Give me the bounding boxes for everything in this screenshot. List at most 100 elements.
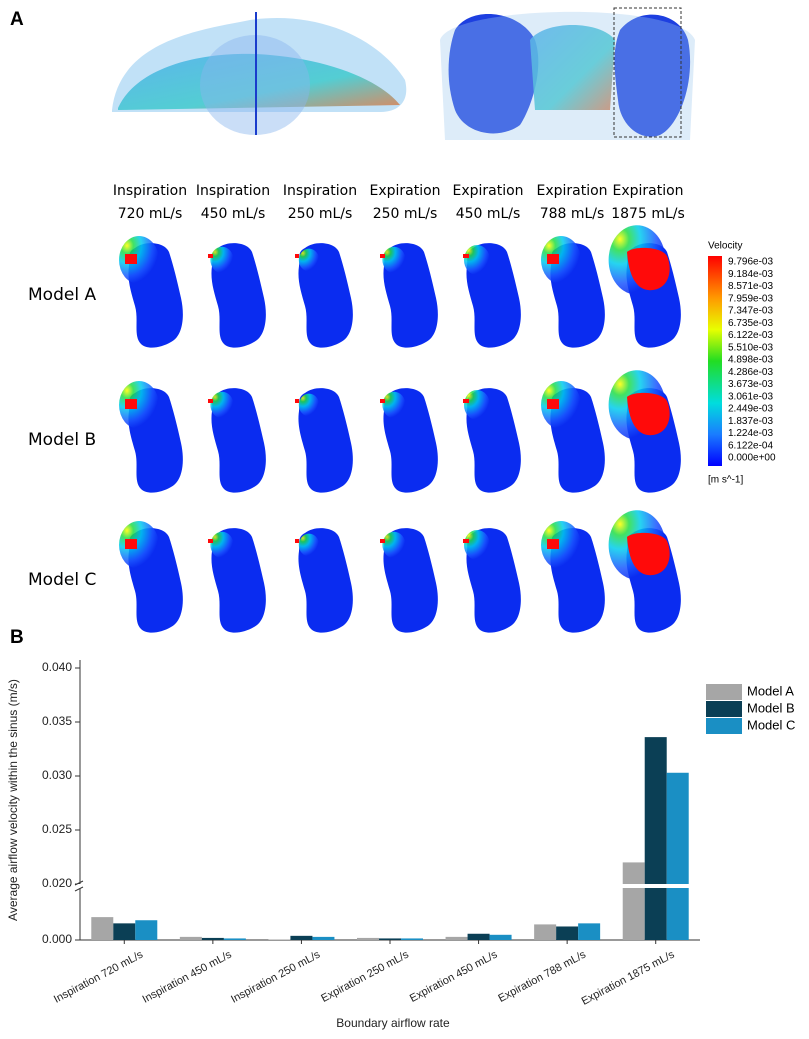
velocity-glow xyxy=(382,246,406,274)
colorbar-label: 0.000e+00 xyxy=(728,453,776,464)
velocity-glow xyxy=(210,531,234,559)
x-tick-label: Expiration 250 mL/s xyxy=(319,948,411,1004)
column-header: 450 mL/s xyxy=(456,206,521,222)
bar xyxy=(556,926,579,940)
velocity-hotspot xyxy=(627,247,670,291)
legend-label: Model C xyxy=(747,717,795,732)
bar xyxy=(312,936,335,940)
velocity-hotspot xyxy=(380,254,385,258)
velocity-glow xyxy=(119,381,159,429)
contour-image xyxy=(463,388,521,493)
contour-image xyxy=(541,236,605,348)
bar xyxy=(666,772,689,940)
legend-label: Model A xyxy=(747,683,794,698)
colorbar-label: 4.286e-03 xyxy=(728,367,773,378)
bar xyxy=(622,862,645,940)
contour-image xyxy=(380,243,438,348)
side-view-image xyxy=(112,12,407,135)
column-header: Expiration xyxy=(369,183,440,199)
contour-image xyxy=(541,521,605,633)
contour-image xyxy=(380,388,438,493)
axis-break xyxy=(76,884,700,888)
x-tick-label: Expiration 450 mL/s xyxy=(408,948,500,1004)
velocity-glow xyxy=(382,391,406,419)
legend-swatch xyxy=(706,684,742,700)
velocity-glow xyxy=(298,533,320,557)
legend-swatch xyxy=(706,718,742,734)
column-header: Expiration xyxy=(612,183,683,199)
row-label: Model B xyxy=(28,430,96,450)
y-tick-label: 0.035 xyxy=(42,714,72,728)
colorbar-label: 8.571e-03 xyxy=(728,281,773,292)
velocity-hotspot xyxy=(208,399,213,403)
colorbar-label: 6.122e-04 xyxy=(728,440,773,451)
velocity-hotspot xyxy=(547,254,559,264)
axis-break-mark xyxy=(74,880,84,892)
contour-image xyxy=(295,388,353,493)
contour-image xyxy=(295,243,353,348)
velocity-glow xyxy=(541,521,581,569)
contour-image xyxy=(295,528,353,633)
velocity-glow xyxy=(382,531,406,559)
velocity-hotspot xyxy=(208,254,213,258)
velocity-glow xyxy=(541,236,581,284)
contour-image xyxy=(608,370,681,493)
velocity-glow xyxy=(298,248,320,272)
bar xyxy=(445,936,468,940)
velocity-hotspot xyxy=(627,392,670,436)
bar xyxy=(223,938,246,940)
velocity-hotspot xyxy=(295,399,299,403)
colorbar-label: 3.061e-03 xyxy=(728,391,773,402)
column-header: 1875 mL/s xyxy=(611,206,685,222)
velocity-hotspot xyxy=(125,254,137,264)
colorbar-label: 9.184e-03 xyxy=(728,269,773,280)
x-tick-label: Expiration 1875 mL/s xyxy=(580,948,677,1007)
colorbar-label: 1.224e-03 xyxy=(728,428,773,439)
x-axis-label: Boundary airflow rate xyxy=(336,1016,450,1030)
bar xyxy=(379,938,401,940)
velocity-hotspot xyxy=(295,539,299,543)
column-header: Expiration xyxy=(536,183,607,199)
velocity-hotspot xyxy=(463,399,469,403)
bar xyxy=(113,923,136,940)
contour-image xyxy=(608,510,681,633)
velocity-hotspot xyxy=(380,399,385,403)
y-axis-label: Average airflow velocity within the sinu… xyxy=(6,679,20,921)
column-header: Inspiration xyxy=(113,183,187,199)
colorbar-label: 7.347e-03 xyxy=(728,306,773,317)
bar xyxy=(534,924,557,940)
colorbar-title: Velocity xyxy=(708,241,742,252)
bar-chart: B 0.000 0.020 0.025 0.030 0.035 0.040 Inspirati… xyxy=(6,627,795,1030)
contour-image xyxy=(119,521,183,633)
contour-image xyxy=(208,243,266,348)
colorbar-label: 6.122e-03 xyxy=(728,330,773,341)
contour-image xyxy=(208,528,266,633)
velocity-hotspot xyxy=(125,539,137,549)
column-header: 250 mL/s xyxy=(373,206,438,222)
y-tick-label: 0.040 xyxy=(42,660,72,674)
x-tick-label: Inspiration 250 mL/s xyxy=(229,948,323,1005)
velocity-glow xyxy=(541,381,581,429)
contour-image xyxy=(463,528,521,633)
colorbar-label: 5.510e-03 xyxy=(728,342,773,353)
x-tick-label: Expiration 788 mL/s xyxy=(496,948,588,1004)
y-tick-label: 0.025 xyxy=(42,822,72,836)
legend-swatch xyxy=(706,701,742,717)
column-header: 720 mL/s xyxy=(118,206,183,222)
row-label: Model A xyxy=(28,285,96,305)
bar xyxy=(268,939,291,940)
y-tick-label: 0.030 xyxy=(42,768,72,782)
colorbar-unit: [m s^-1] xyxy=(708,475,743,486)
contour-image xyxy=(541,381,605,493)
column-header: Inspiration xyxy=(283,183,357,199)
colorbar-label: 2.449e-03 xyxy=(728,404,773,415)
x-tick-label: Inspiration 720 mL/s xyxy=(52,948,146,1005)
velocity-glow xyxy=(210,246,234,274)
velocity-hotspot xyxy=(463,539,469,543)
velocity-glow xyxy=(210,391,234,419)
velocity-hotspot xyxy=(380,539,385,543)
column-header: 450 mL/s xyxy=(201,206,266,222)
contour-grid: Inspiration 720 mL/s Inspiration 450 mL/s In… xyxy=(28,183,776,633)
velocity-glow xyxy=(464,390,490,420)
